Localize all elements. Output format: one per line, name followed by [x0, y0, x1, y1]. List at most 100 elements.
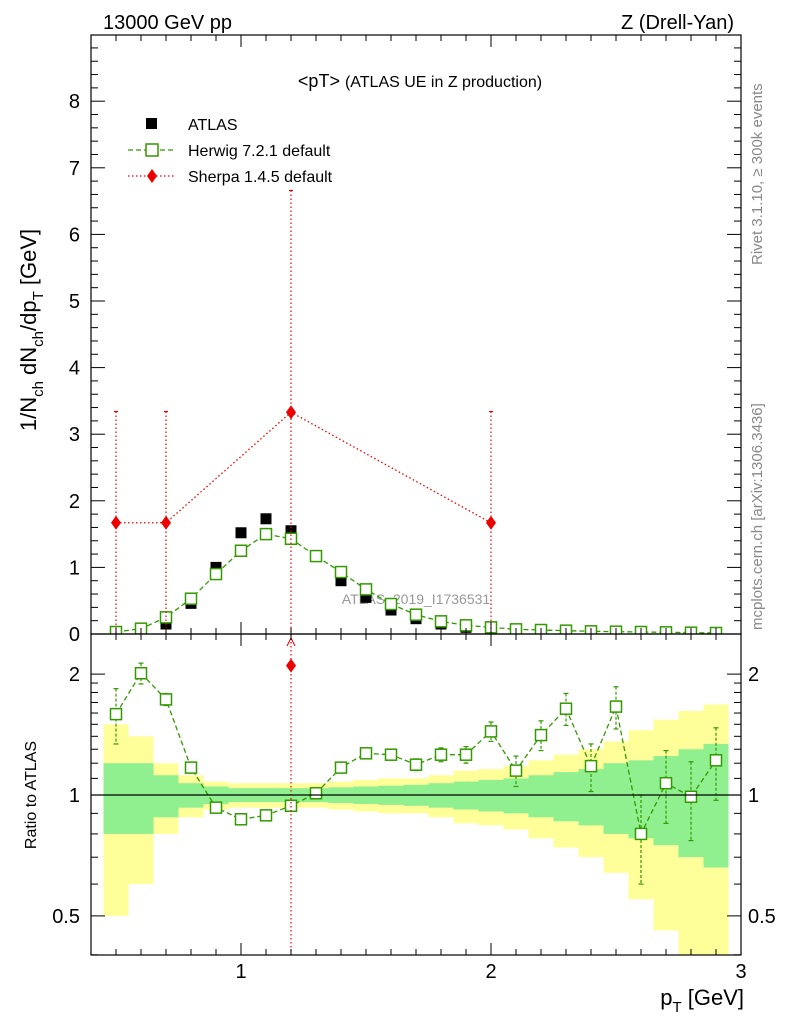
atlas-point: [360, 591, 372, 603]
sherpa-point: [286, 405, 296, 420]
y-tick-label: 6: [69, 224, 80, 246]
ratio-y-tick-label-right: 0.5: [748, 906, 776, 928]
chart-subtitle: (ATLAS UE in Z production): [345, 74, 542, 91]
atlas-point: [260, 513, 272, 525]
band-inner: [603, 763, 629, 834]
sherpa-line: [116, 411, 492, 524]
herwig-ratio-point: [409, 758, 423, 771]
herwig-ratio-point: [584, 759, 598, 773]
analysis-watermark: ATLAS_2019_I1736531: [342, 591, 491, 607]
y-tick-label: 0: [69, 624, 80, 646]
atlas-point: [235, 527, 247, 539]
y-tick-label: 4: [69, 358, 80, 380]
ratio-y-tick-label-left: 1: [69, 785, 80, 807]
band-inner: [103, 763, 129, 834]
band-inner: [578, 769, 604, 826]
herwig-ratio-point: [359, 747, 373, 760]
herwig-point: [334, 565, 348, 579]
sherpa-point: [161, 515, 171, 530]
header-left: 13000 GeV pp: [103, 12, 232, 34]
y-tick-label: 2: [69, 491, 80, 513]
herwig-ratio-point: [159, 693, 173, 706]
herwig-ratio-point: [309, 787, 323, 800]
herwig-ratio-point: [109, 707, 123, 721]
header-right: Z (Drell-Yan): [621, 12, 734, 34]
chart-title: <pT> (ATLAS UE in Z production): [298, 71, 542, 91]
legend-herwig-label: Herwig 7.2.1 default: [188, 143, 331, 160]
herwig-ratio-point: [184, 761, 198, 774]
herwig-ratio-point: [484, 725, 498, 738]
x-tick-label: 3: [735, 961, 746, 983]
ratio-panel: [103, 634, 729, 955]
herwig-ratio-point: [509, 764, 523, 777]
sherpa-ratio-point: [286, 658, 296, 673]
ratio-y-axis-label: Ratio to ATLAS: [23, 741, 40, 849]
herwig-ratio-point: [684, 790, 698, 804]
chart-title-main: <pT>: [298, 71, 340, 91]
band-inner: [528, 775, 554, 818]
main-panel: [109, 189, 723, 634]
band-inner: [128, 763, 154, 834]
y-axis-label: 1/Nch dNch/dpT [GeV]: [16, 229, 47, 431]
herwig-ratio-point: [209, 801, 223, 814]
herwig-ratio-point: [459, 748, 473, 761]
legend-herwig-marker: [145, 143, 159, 157]
x-axis-label-main: p: [660, 985, 672, 1010]
herwig-ratio-point: [384, 748, 398, 761]
y-tick-label: 8: [69, 91, 80, 113]
band-inner: [153, 775, 179, 818]
herwig-point: [309, 549, 323, 563]
legend: ATLAS Herwig 7.2.1 default Sherpa 1.4.5 …: [128, 117, 333, 186]
legend-atlas-marker: [146, 118, 157, 129]
herwig-point: [359, 583, 373, 596]
herwig-ratio-point: [284, 799, 298, 813]
band-inner: [478, 779, 504, 812]
x-tick-label: 1: [235, 961, 246, 983]
herwig-point: [234, 544, 248, 557]
sherpa-ratio-arrow: [286, 637, 292, 647]
herwig-point: [259, 527, 273, 541]
herwig-point: [184, 592, 198, 605]
herwig-point: [409, 608, 423, 621]
herwig-point: [384, 597, 398, 611]
x-tick-label: 2: [485, 961, 496, 983]
plot-layer: 1 2 3 0 1 2 3 4 5 6 7 8 0.5 0.5 1 1 2 2: [52, 34, 776, 983]
mcplots-label: mcplots.cern.ch [arXiv:1306.3436]: [749, 403, 766, 630]
herwig-ratio-point: [259, 809, 273, 822]
herwig-ratio-point: [234, 813, 248, 826]
atlas-point: [335, 575, 347, 587]
x-axis-label-unit: [GeV]: [682, 985, 744, 1010]
herwig-ratio-point: [634, 827, 648, 841]
herwig-ratio-point: [134, 666, 148, 680]
herwig-point: [434, 615, 448, 628]
y-tick-label: 1: [69, 557, 80, 579]
ratio-y-tick-label-right: 1: [748, 785, 759, 807]
herwig-ratio-point: [709, 754, 723, 767]
x-axis-label-sub: T: [672, 999, 681, 1016]
ratio-y-tick-label-left: 0.5: [52, 906, 80, 928]
sherpa-ratio-arrow: [290, 637, 296, 647]
legend-sherpa-label: Sherpa 1.4.5 default: [188, 169, 333, 186]
herwig-ratio-point: [334, 761, 348, 774]
herwig-point: [209, 567, 223, 581]
ratio-y-tick-label-right: 2: [748, 664, 759, 686]
x-axis-label: pT [GeV]: [660, 985, 744, 1016]
herwig-ratio-point: [609, 700, 623, 713]
legend-sherpa-marker: [147, 169, 157, 183]
herwig-point: [159, 611, 173, 624]
y-tick-label: 7: [69, 158, 80, 180]
sherpa-point: [486, 515, 496, 530]
band-inner: [553, 772, 579, 822]
legend-atlas-label: ATLAS: [188, 117, 238, 134]
atlas-point: [210, 561, 222, 573]
sherpa-point: [111, 515, 121, 530]
herwig-ratio-point: [534, 728, 548, 742]
band-inner: [503, 778, 529, 814]
y-tick-label: 5: [69, 291, 80, 313]
y-tick-label: 3: [69, 424, 80, 446]
herwig-ratio-point: [559, 702, 573, 715]
ratio-y-tick-label-left: 2: [69, 664, 80, 686]
herwig-ratio-point: [659, 776, 673, 790]
herwig-ratio-point: [434, 748, 448, 761]
